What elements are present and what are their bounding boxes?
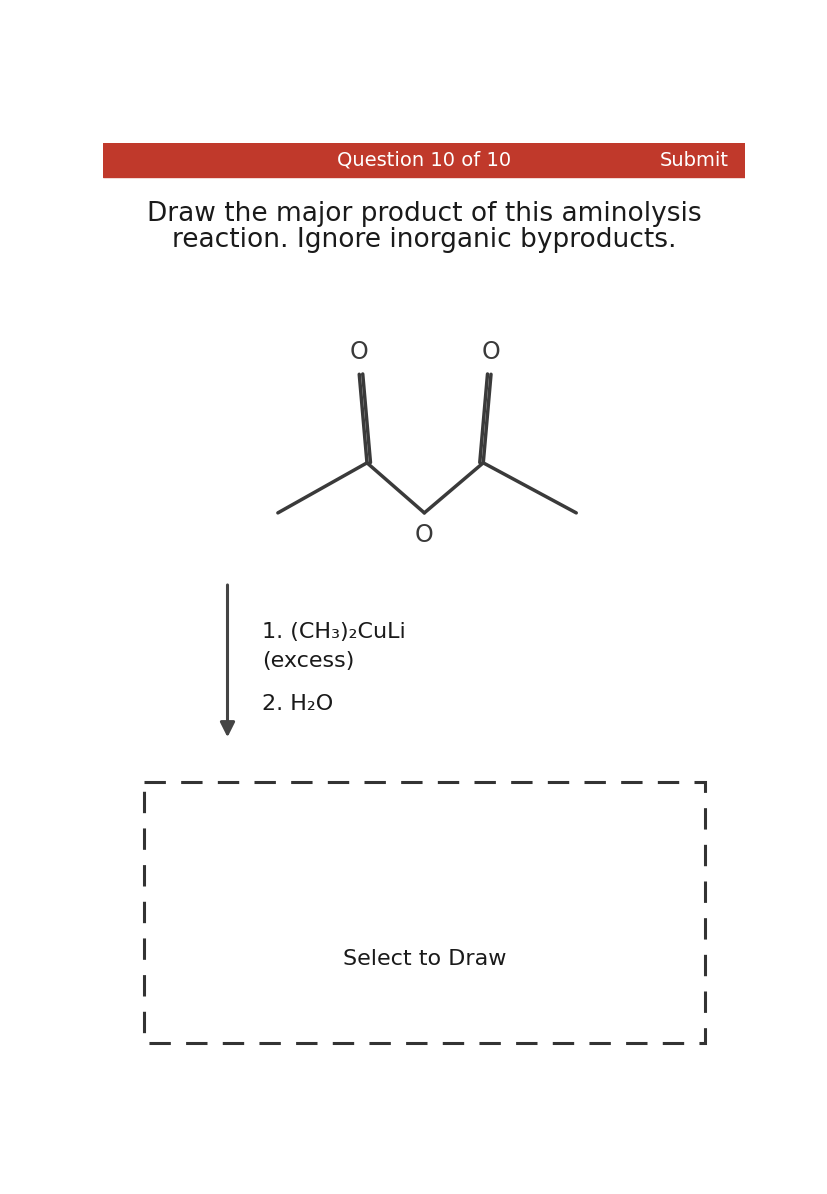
Text: O: O xyxy=(414,523,433,547)
Text: O: O xyxy=(481,340,500,364)
Text: Select to Draw: Select to Draw xyxy=(342,949,505,968)
Text: (excess): (excess) xyxy=(262,652,354,671)
Text: Draw the major product of this aminolysis: Draw the major product of this aminolysi… xyxy=(147,201,700,227)
Bar xyxy=(103,143,744,177)
Text: Question 10 of 10: Question 10 of 10 xyxy=(337,150,511,170)
Bar xyxy=(144,782,704,1042)
Text: Submit: Submit xyxy=(659,150,728,170)
Text: 2. H₂O: 2. H₂O xyxy=(262,694,333,714)
Text: 1. (CH₃)₂CuLi: 1. (CH₃)₂CuLi xyxy=(262,622,405,642)
Text: O: O xyxy=(350,340,368,364)
Text: reaction. Ignore inorganic byproducts.: reaction. Ignore inorganic byproducts. xyxy=(172,227,676,252)
